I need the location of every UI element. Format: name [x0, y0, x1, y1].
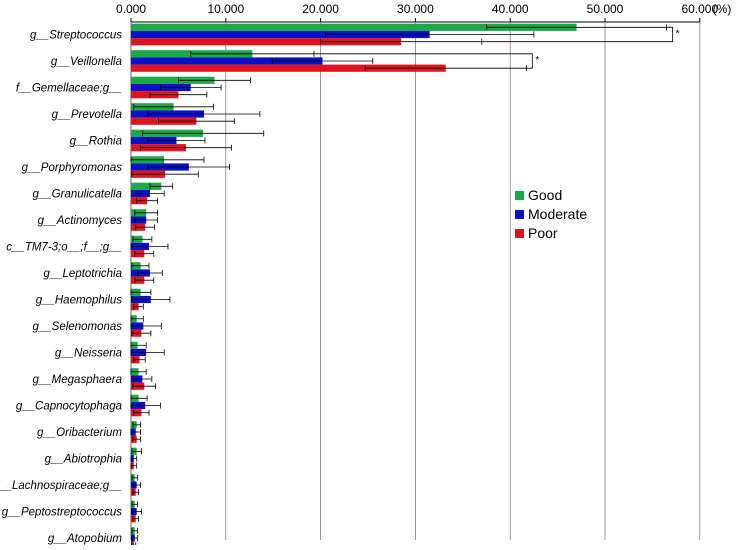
category-label: g__Atopobium: [48, 533, 123, 545]
category-label: g__Veillonella: [51, 56, 122, 68]
category-label: g__Granulicatella: [32, 189, 122, 201]
category-label: g__Megasphaera: [32, 374, 122, 386]
x-tick-label: 30.000: [397, 2, 434, 16]
category-label: g__Porphyromonas: [22, 162, 123, 174]
unit-label: (%): [713, 2, 732, 16]
bar: [131, 64, 446, 72]
x-tick-label: 10.000: [207, 2, 244, 16]
x-tick-label: 50.000: [587, 2, 624, 16]
category-label: g__Leptotrichia: [43, 268, 122, 280]
significance-marker: *: [676, 29, 680, 40]
significance-bracket: [313, 53, 533, 69]
category-label: g__Actinomyces: [38, 215, 123, 227]
category-label: g__Prevotella: [52, 109, 122, 121]
significance-marker: *: [535, 55, 539, 66]
bar: [131, 30, 430, 39]
category-label: f__Lachnospiraceae;g__: [0, 480, 122, 492]
x-tick-labels: 0.000 10.000 20.000 30.000 40.000 50.000 60.00…: [116, 2, 718, 16]
bar: [131, 76, 215, 84]
grid-layer: [130, 18, 701, 540]
bar: [131, 541, 134, 549]
category-label: g__Haemophilus: [36, 295, 123, 307]
bar: [131, 182, 162, 190]
x-tick-label: 20.000: [302, 2, 339, 16]
legend-label: Good: [528, 187, 562, 203]
category-label: g__Rothia: [70, 136, 122, 148]
category-labels: g__Streptococcus g__Veillonella f__Gemella…: [0, 30, 122, 546]
category-label: g__Neisseria: [55, 348, 122, 360]
annotations-layer: **: [313, 26, 680, 69]
x-tick-label: 40.000: [492, 2, 529, 16]
category-label: g__Capnocytophaga: [16, 401, 122, 413]
legend-swatch: [515, 210, 524, 219]
category-label: c__TM7-3;o__;f__;g__: [6, 242, 122, 254]
category-label: g__Streptococcus: [30, 30, 122, 42]
bar: [131, 38, 402, 46]
category-label: g__Peptostreptococcus: [2, 507, 122, 519]
x-tick-label: 0.000: [116, 2, 146, 16]
category-label: f__Gemellaceae;g__: [16, 83, 122, 95]
legend: Good Moderate Poor: [515, 187, 587, 241]
bar: [131, 23, 577, 31]
significance-bracket: [481, 26, 674, 43]
bar: [131, 57, 323, 65]
error-bars-layer: [130, 24, 668, 549]
category-label: g__Oribacterium: [37, 427, 122, 439]
legend-swatch: [515, 229, 524, 238]
bars-layer: [131, 23, 577, 549]
category-label: g__Selenomonas: [32, 321, 122, 333]
legend-label: Poor: [528, 225, 558, 241]
category-label: g__Abiotrophia: [45, 454, 122, 466]
legend-swatch: [515, 191, 524, 200]
legend-label: Moderate: [528, 206, 587, 222]
x-tick-label: 60.000: [681, 2, 718, 16]
